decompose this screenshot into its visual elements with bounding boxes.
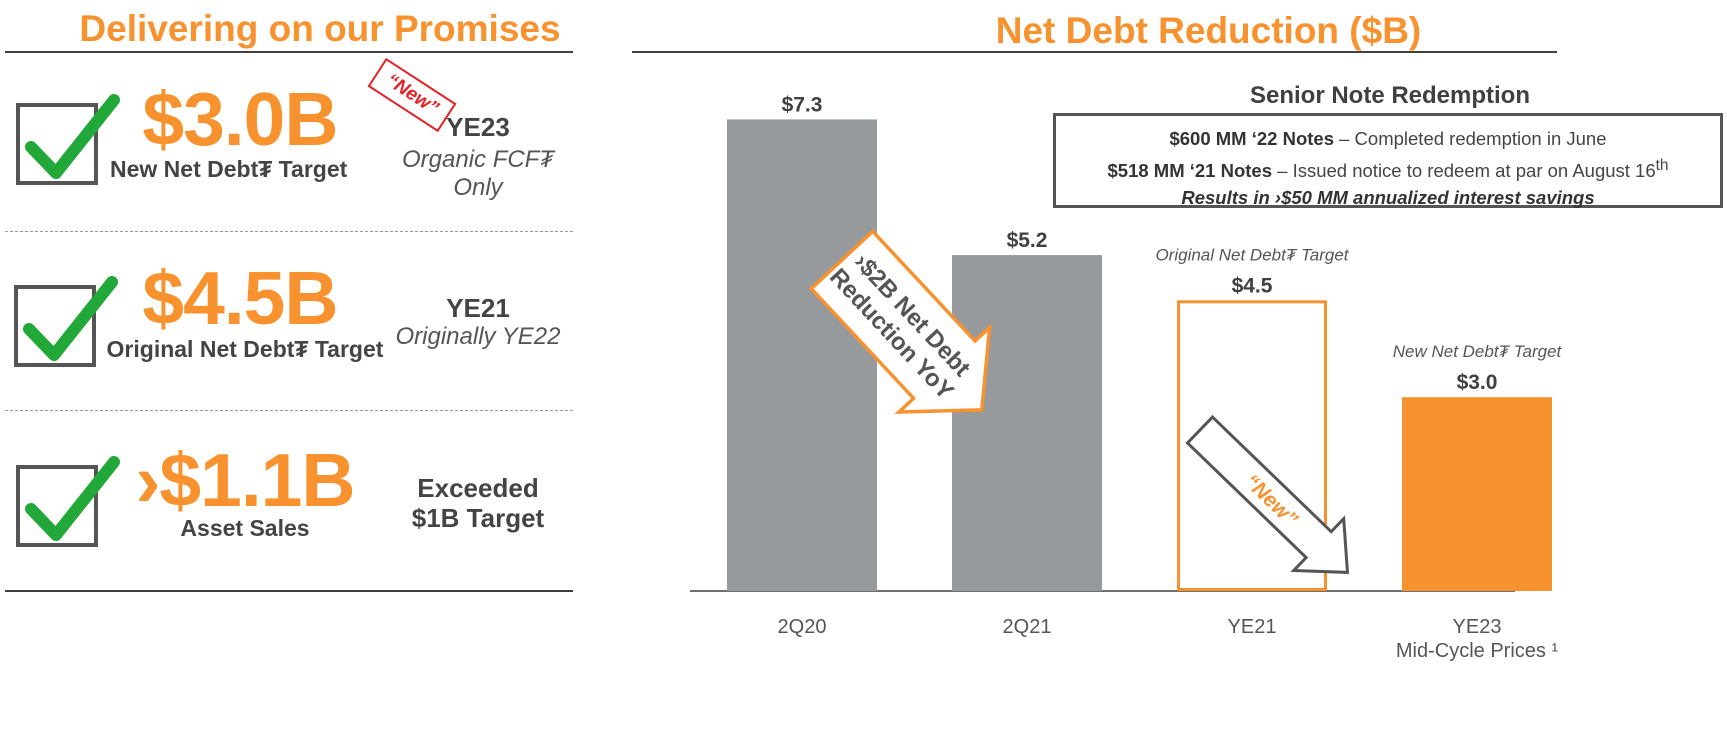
bar-annotation: New Net Debt₮ Target — [1393, 342, 1563, 361]
note-line-text: – Issued notice to redeem at par on Augu… — [1272, 160, 1656, 182]
data-label: $5.2 — [1007, 229, 1048, 252]
divider — [5, 231, 573, 232]
promise-label: Asset Sales — [180, 515, 310, 541]
bar-2q21 — [952, 255, 1102, 591]
data-label: $3.0 — [1457, 371, 1498, 394]
promise-timing: YE21 — [446, 293, 510, 323]
checkbox-checked — [14, 276, 118, 367]
promise-value: ›$1.1B — [135, 438, 355, 522]
checkmark-icon — [25, 456, 120, 541]
promise-value: $4.5B — [142, 256, 338, 340]
chart-title: Net Debt Reduction ($B) — [995, 10, 1422, 51]
checkbox-checked — [16, 456, 120, 547]
data-label: $7.3 — [782, 93, 823, 116]
promise-status: Exceeded — [417, 473, 539, 503]
note-line-text: – Completed redemption in June — [1333, 128, 1607, 149]
x-tick-label: YE23 — [1453, 616, 1502, 638]
x-tick-label: YE21 — [1228, 616, 1277, 638]
promise-timing: YE23 — [446, 112, 510, 142]
note-title: Senior Note Redemption — [1249, 82, 1531, 109]
promise-label: Original Net Debt₮ Target — [106, 336, 384, 362]
promise-note: Organic FCF₮ Only — [401, 146, 554, 201]
checkmark-icon — [23, 276, 118, 361]
promise-value: $3.0B — [142, 77, 338, 161]
note-line: $600 MM ‘22 Notes – Completed redemption… — [1056, 125, 1720, 152]
note-line-bold: $600 MM ‘22 Notes — [1169, 128, 1334, 149]
bar-annotation: Original Net Debt₮ Target — [1155, 245, 1349, 264]
note-line: $518 MM ‘21 Notes – Issued notice to red… — [1056, 152, 1720, 184]
bar-ye23 — [1402, 397, 1552, 591]
data-label: $4.5 — [1232, 274, 1273, 297]
promise-status: $1B Target — [411, 503, 545, 533]
promise-label: New Net Debt₮ Target — [110, 156, 348, 182]
left-title-rule — [5, 51, 573, 53]
left-panel-title: Delivering on our Promises — [79, 8, 561, 49]
checkmark-icon — [25, 94, 120, 179]
note-line: Results in ›$50 MM annualized interest s… — [1181, 187, 1595, 209]
note-box: $600 MM ‘22 Notes – Completed redemption… — [1053, 113, 1723, 208]
divider — [5, 410, 573, 411]
left-bottom-rule — [5, 590, 573, 592]
x-tick-sublabel: Mid-Cycle Prices ¹ — [1396, 640, 1559, 662]
right-title-rule — [632, 51, 1557, 53]
note-line-bold: $518 MM ‘21 Notes — [1107, 160, 1273, 182]
checkbox-checked — [16, 94, 120, 185]
x-tick-label: 2Q21 — [1003, 616, 1052, 638]
net-debt-bar-chart: $7.3 2Q20 $5.2 2Q21 $4.5 Original Net Debt₮ T… — [690, 93, 1563, 662]
bar-2q20 — [727, 119, 877, 592]
promise-note: Originally YE22 — [395, 323, 561, 350]
note-line-sup: th — [1655, 157, 1669, 174]
x-tick-label: 2Q20 — [778, 616, 827, 638]
